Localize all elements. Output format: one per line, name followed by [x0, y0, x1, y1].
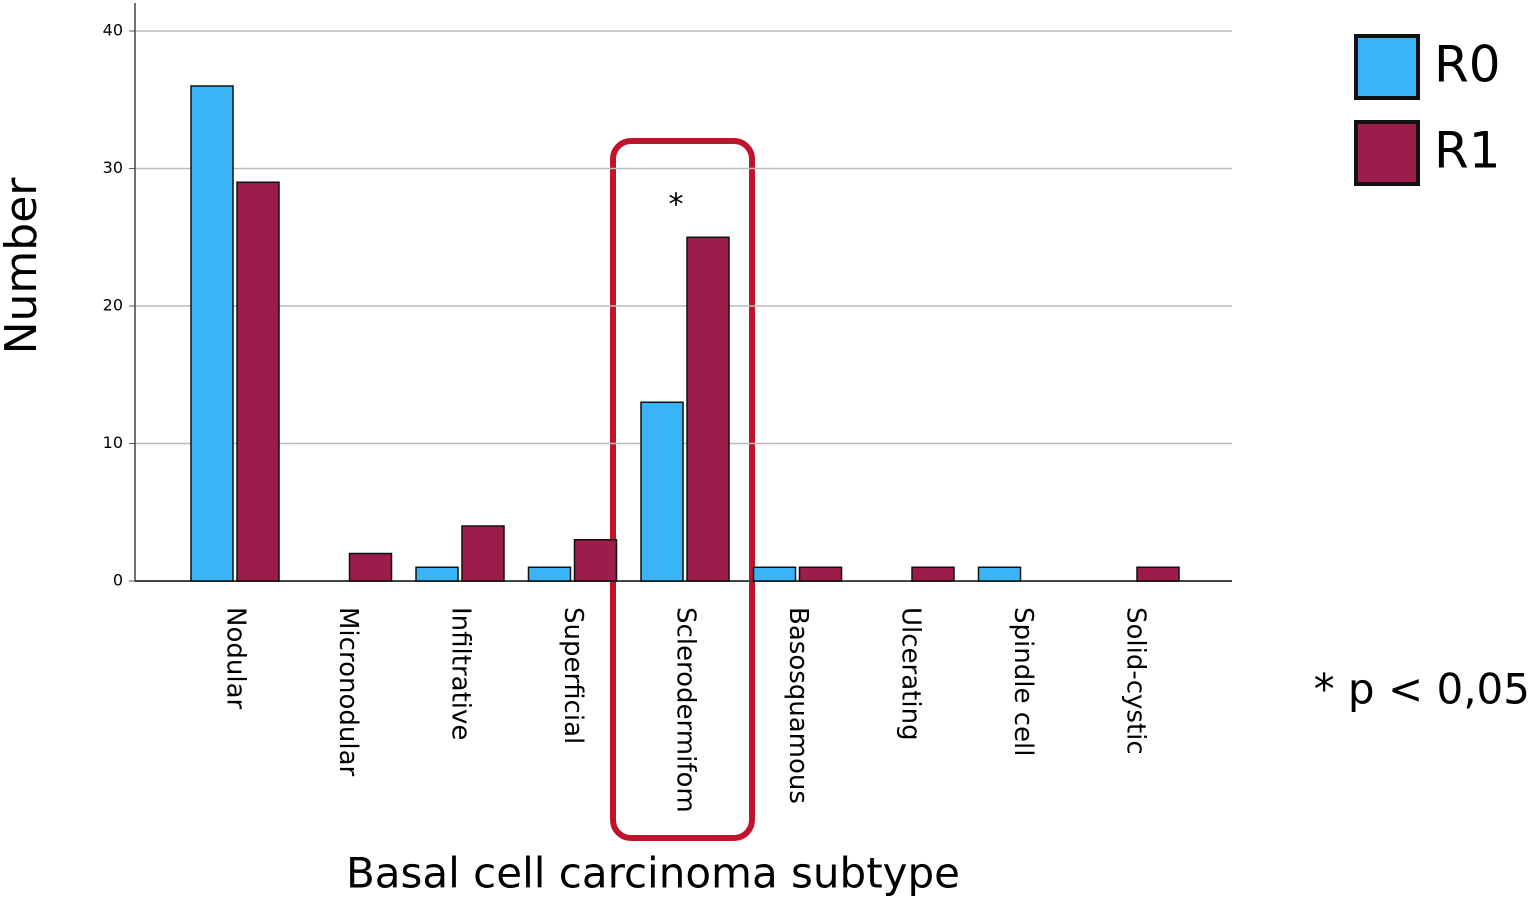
highlight-box — [610, 138, 755, 841]
bar — [798, 566, 843, 582]
x-tick-label: Sclerodermifom — [671, 607, 701, 813]
bar — [461, 525, 505, 582]
bar — [190, 85, 234, 582]
bar — [752, 566, 797, 582]
legend-swatch — [1354, 34, 1420, 100]
bar — [573, 539, 618, 582]
legend-label: R0 — [1434, 36, 1501, 94]
x-tick-label: Ulcerating — [896, 607, 926, 741]
y-axis-label: Number — [0, 177, 47, 355]
y-tick-label: 40 — [103, 21, 123, 40]
bar — [527, 566, 572, 582]
y-tick-label: 20 — [103, 296, 123, 315]
legend-swatch — [1354, 120, 1420, 186]
legend-label: R1 — [1434, 122, 1501, 180]
significance-marker: * — [669, 188, 684, 223]
x-tick-label: Spindle cell — [1008, 607, 1038, 756]
bar — [911, 566, 955, 582]
x-tick-label: Solid-cystic — [1121, 607, 1151, 755]
bar — [686, 236, 730, 582]
x-tick-label: Nodular — [221, 607, 251, 709]
x-tick-label: Basosquamous — [783, 607, 813, 804]
bar — [640, 401, 684, 582]
y-tick-label: 30 — [103, 158, 123, 177]
significance-note: * p < 0,05 — [1314, 665, 1530, 714]
bar — [977, 566, 1022, 582]
x-axis-label: Basal cell carcinoma subtype — [346, 849, 960, 898]
bar — [348, 552, 393, 582]
bar — [236, 181, 280, 582]
bar — [415, 566, 459, 582]
x-tick-label: Superficial — [558, 607, 588, 744]
y-tick-label: 0 — [113, 571, 123, 590]
y-tick-label: 10 — [103, 433, 123, 452]
x-tick-label: Micronodular — [333, 607, 363, 777]
x-tick-label: Infiltrative — [446, 607, 476, 740]
bar — [1136, 566, 1180, 582]
